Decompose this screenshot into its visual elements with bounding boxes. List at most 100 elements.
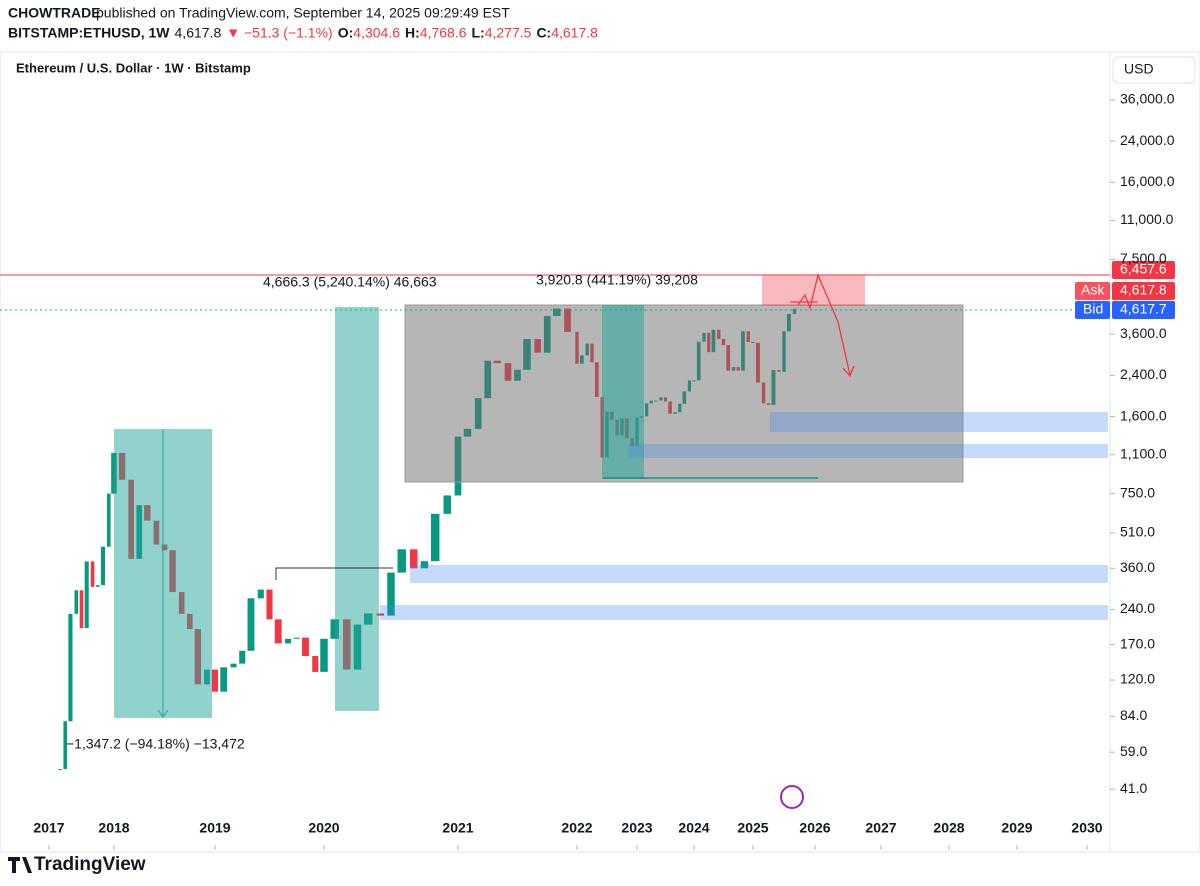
y-tick-label: 11,000.0 bbox=[1120, 211, 1174, 227]
candle bbox=[312, 655, 319, 672]
x-tick-label: 2019 bbox=[199, 820, 230, 836]
ohlc-label: L: bbox=[472, 25, 485, 41]
candle bbox=[410, 549, 418, 569]
candle bbox=[330, 619, 339, 639]
ask-value: 4,617.8 bbox=[1120, 282, 1167, 298]
candle bbox=[230, 663, 237, 668]
candle bbox=[106, 493, 111, 547]
candle bbox=[100, 546, 105, 586]
support-zone bbox=[770, 412, 1108, 432]
chart-title: Ethereum / U.S. Dollar · 1W · Bitstamp bbox=[16, 60, 251, 75]
x-tick-label: 2017 bbox=[33, 820, 64, 836]
candle bbox=[68, 613, 73, 722]
range-box bbox=[404, 304, 964, 483]
y-tick-label: 36,000.0 bbox=[1120, 91, 1175, 107]
y-tick-label: 510.0 bbox=[1120, 524, 1155, 540]
ohlc-value: 4,617.8 bbox=[551, 25, 598, 41]
x-tick-label: 2028 bbox=[933, 820, 964, 836]
candle bbox=[387, 572, 395, 616]
y-tick-label: 16,000.0 bbox=[1120, 173, 1175, 189]
y-tick-label: 170.0 bbox=[1120, 635, 1155, 651]
candle bbox=[74, 590, 79, 614]
candle bbox=[397, 549, 406, 573]
change: ▼ −51.3 (−1.1%) bbox=[226, 25, 332, 41]
pane-border bbox=[0, 51, 1200, 853]
candle bbox=[95, 585, 100, 587]
projection-arrow bbox=[842, 365, 855, 378]
range-box bbox=[602, 305, 644, 479]
candle bbox=[274, 619, 282, 644]
y-tick-label: 3,600.0 bbox=[1120, 325, 1167, 341]
candle bbox=[90, 561, 95, 587]
currency-box[interactable] bbox=[1112, 56, 1196, 84]
y-tick-label: 41.0 bbox=[1120, 780, 1147, 796]
candle bbox=[430, 513, 440, 562]
last-price: 4,617.8 bbox=[175, 25, 222, 41]
x-tick-label: 2027 bbox=[865, 820, 896, 836]
symbol: BITSTAMP:ETHUSD, 1W bbox=[8, 25, 170, 41]
ohlc-value: 4,768.6 bbox=[420, 25, 467, 41]
logo-mark bbox=[8, 857, 32, 873]
range-arrow bbox=[157, 709, 169, 718]
currency: USD bbox=[1124, 61, 1154, 77]
target-box bbox=[762, 275, 865, 306]
ask-tag bbox=[1112, 282, 1175, 300]
ohlc-value: 4,277.5 bbox=[485, 25, 532, 41]
brand: TradingView bbox=[34, 854, 146, 875]
price-tag-label: 6,457.6 bbox=[1120, 261, 1167, 277]
bid-value: 4,617.7 bbox=[1120, 301, 1167, 317]
projection bbox=[790, 272, 851, 376]
candle bbox=[58, 769, 62, 771]
candle bbox=[84, 561, 89, 629]
symbol-line: BITSTAMP:ETHUSD, 1W 4,617.8 ▼ −51.3 (−1.1%… bbox=[8, 25, 598, 41]
annotation: 3,920.8 (441.19%) 39,208 bbox=[536, 272, 698, 288]
publisher: CHOWTRADE bbox=[8, 5, 101, 21]
candle bbox=[239, 650, 246, 664]
y-tick-label: 750.0 bbox=[1120, 484, 1155, 500]
x-tick-label: 2020 bbox=[308, 820, 339, 836]
ohlc-value: 4,304.6 bbox=[353, 25, 400, 41]
icon[interactable] bbox=[780, 785, 804, 809]
candle bbox=[443, 495, 452, 514]
range-box bbox=[335, 307, 379, 711]
ohlc-label: O: bbox=[338, 25, 354, 41]
ohlc-label: H: bbox=[405, 25, 420, 41]
candle bbox=[247, 598, 255, 651]
candle bbox=[211, 669, 219, 692]
y-tick-label: 360.0 bbox=[1120, 559, 1155, 575]
bid-box bbox=[1075, 301, 1110, 319]
candle bbox=[266, 589, 273, 620]
x-tick-label: 2021 bbox=[442, 820, 473, 836]
candle bbox=[376, 613, 385, 616]
ask-box bbox=[1075, 282, 1110, 300]
y-tick-label: 59.0 bbox=[1120, 743, 1147, 759]
x-tick-label: 2022 bbox=[561, 820, 592, 836]
y-tick-label: 2,400.0 bbox=[1120, 366, 1167, 382]
x-tick-label: 2024 bbox=[678, 820, 709, 836]
candle bbox=[257, 589, 264, 599]
candle bbox=[293, 637, 300, 639]
price-tag bbox=[1112, 261, 1175, 279]
support-zone bbox=[380, 605, 1108, 620]
candle bbox=[220, 667, 228, 692]
x-tick-label: 2023 bbox=[621, 820, 652, 836]
candle bbox=[79, 590, 84, 629]
y-tick-label: 1,100.0 bbox=[1120, 445, 1167, 461]
candle bbox=[284, 638, 292, 644]
y-tick-label: 240.0 bbox=[1120, 600, 1155, 616]
y-tick-label: 7,500.0 bbox=[1120, 250, 1167, 266]
y-tick-label: 120.0 bbox=[1120, 671, 1155, 687]
bid-label: Bid bbox=[1083, 301, 1103, 317]
x-tick-label: 2025 bbox=[737, 820, 768, 836]
y-tick-label: 84.0 bbox=[1120, 707, 1147, 723]
candle bbox=[63, 721, 68, 770]
drawings bbox=[0, 272, 1110, 809]
x-tick-label: 2030 bbox=[1071, 820, 1102, 836]
bid-tag bbox=[1112, 301, 1175, 319]
support-zone bbox=[628, 444, 1108, 458]
published: published on TradingView.com, September … bbox=[96, 5, 510, 21]
annotation: −1,347.2 (−94.18%) −13,472 bbox=[66, 736, 245, 752]
support-zone bbox=[410, 565, 1108, 583]
